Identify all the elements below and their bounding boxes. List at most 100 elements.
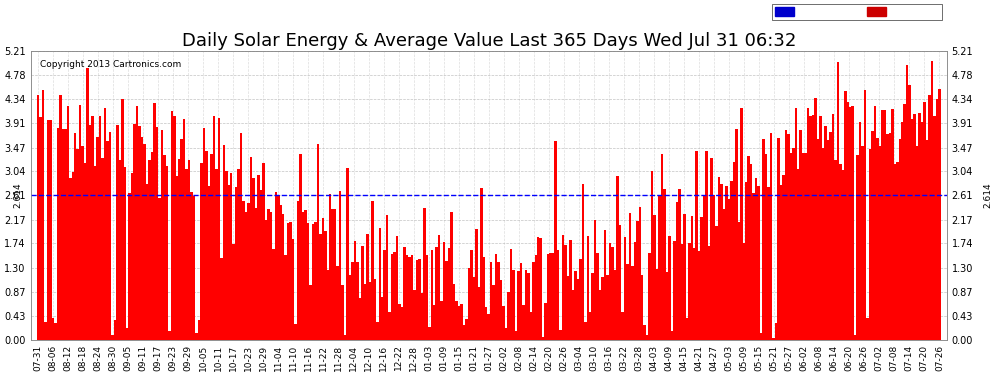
Bar (274, 192, 277, 340)
Bar (339, 191, 342, 340)
Bar (757, 186, 760, 340)
Bar (178, 159, 180, 340)
Bar (879, 146, 881, 340)
Bar (840, 164, 842, 340)
Bar (911, 119, 914, 340)
Bar (924, 102, 926, 340)
Bar (584, 322, 586, 340)
Bar (726, 186, 728, 340)
Bar (175, 176, 178, 340)
Bar (866, 318, 869, 340)
Bar (832, 114, 835, 340)
Bar (148, 160, 150, 340)
Bar (480, 188, 482, 340)
Bar (457, 306, 460, 340)
Bar (170, 111, 173, 340)
Bar (337, 266, 339, 340)
Bar (665, 272, 668, 340)
Bar (393, 252, 396, 340)
Bar (403, 247, 406, 340)
Bar (723, 209, 726, 340)
Bar (596, 253, 599, 340)
Bar (431, 250, 433, 340)
Bar (249, 158, 252, 340)
Title: Daily Solar Energy & Average Value Last 365 Days Wed Jul 31 06:32: Daily Solar Energy & Average Value Last … (181, 32, 796, 50)
Bar (173, 116, 175, 340)
Bar (931, 61, 934, 340)
Bar (634, 242, 636, 340)
Bar (775, 323, 777, 340)
Bar (74, 134, 76, 340)
Bar (391, 254, 393, 340)
Bar (198, 320, 200, 340)
Bar (200, 163, 203, 340)
Bar (76, 149, 79, 340)
Bar (111, 334, 114, 340)
Bar (416, 260, 418, 340)
Bar (564, 245, 566, 340)
Bar (844, 91, 846, 340)
Bar (139, 126, 141, 340)
Bar (520, 263, 522, 340)
Bar (180, 139, 183, 340)
Bar (770, 133, 772, 340)
Bar (645, 334, 648, 340)
Bar (891, 109, 894, 340)
Bar (153, 103, 155, 340)
Bar (37, 96, 40, 340)
Bar (805, 153, 807, 340)
Bar (678, 189, 681, 340)
Bar (208, 186, 210, 340)
Bar (433, 304, 436, 340)
Bar (546, 254, 549, 340)
Bar (428, 327, 431, 340)
Bar (492, 285, 495, 340)
Bar (842, 170, 844, 340)
Bar (648, 253, 650, 340)
Bar (269, 212, 272, 340)
Bar (183, 119, 185, 340)
Bar (502, 306, 505, 340)
Bar (54, 322, 56, 340)
Bar (477, 286, 480, 340)
Bar (658, 195, 660, 340)
Bar (861, 146, 864, 340)
Bar (203, 128, 205, 340)
Bar (856, 155, 859, 340)
Bar (581, 184, 584, 340)
Bar (750, 164, 752, 340)
Bar (470, 250, 472, 340)
Bar (131, 173, 134, 340)
Bar (66, 106, 69, 340)
Bar (71, 172, 74, 340)
Bar (641, 275, 644, 340)
Bar (193, 196, 195, 340)
Bar (307, 223, 309, 340)
Bar (569, 240, 571, 340)
Bar (655, 269, 658, 340)
Bar (810, 116, 812, 340)
Bar (772, 338, 775, 340)
Bar (800, 130, 802, 340)
Bar (639, 207, 641, 340)
Bar (235, 187, 238, 340)
Bar (566, 276, 569, 340)
Bar (413, 290, 416, 340)
Bar (363, 284, 366, 340)
Bar (223, 145, 225, 340)
Bar (859, 122, 861, 340)
Bar (631, 266, 634, 340)
Bar (522, 305, 525, 340)
Bar (589, 312, 591, 340)
Bar (114, 320, 116, 340)
Bar (874, 106, 876, 340)
Bar (257, 175, 259, 340)
Bar (304, 210, 307, 340)
Bar (230, 174, 233, 340)
Bar (896, 162, 899, 340)
Bar (408, 257, 411, 340)
Bar (228, 185, 230, 340)
Bar (795, 108, 797, 340)
Bar (742, 243, 745, 340)
Bar (733, 162, 736, 340)
